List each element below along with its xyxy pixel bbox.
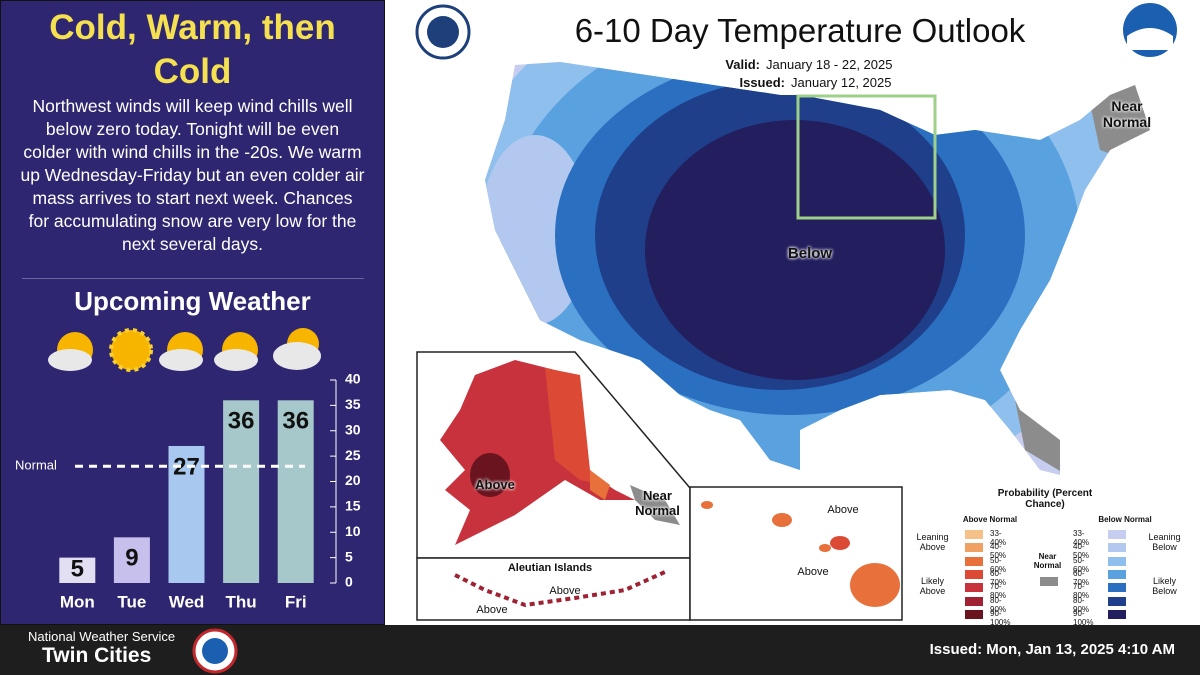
issued-label: Issued: [739,75,785,90]
legend-group: Likely Below [1152,576,1177,596]
legend-group: Leaning Below [1148,532,1181,552]
divider [22,278,364,279]
x-tick-label: Tue [117,592,146,611]
map-label: Aleutian Islands [507,562,593,574]
legend-heading: Below Normal [1098,515,1152,524]
legend-swatch [1108,530,1126,539]
legend-swatch [965,583,983,593]
map-label: Near Normal [1102,98,1152,130]
bar [223,400,260,583]
legend-group: Likely Above [919,576,946,596]
bar [59,557,96,583]
map-label: Above [475,477,515,492]
legend-label: 60-70% [1073,568,1090,587]
bar [168,445,205,583]
legend-swatch [965,596,983,606]
map-label: Above [476,604,508,616]
footer-office: Twin Cities [42,644,152,667]
legend-swatch [965,609,983,619]
highlight-box [796,94,937,220]
legend-swatch [1108,609,1126,619]
map-label: Above [549,585,581,597]
legend-label: 33-40% [1073,529,1090,547]
y-tick-label: 20 [345,472,361,488]
legend-label: 40-50% [1073,542,1090,561]
legend-group: Leaning Above [916,532,949,552]
map-title: 6-10 Day Temperature Outlook [574,12,1026,49]
legend-label: 50-60% [1073,555,1090,574]
data-label: 5 [71,556,84,583]
legend-label: 50-60% [990,555,1007,574]
y-tick-label: 5 [345,548,353,564]
x-tick-label: Mon [60,592,95,611]
data-label: 36 [228,408,255,435]
data-label: 36 [282,408,309,435]
x-tick-label: Thu [226,592,257,611]
weather-icons [48,328,321,372]
hawaii-inset [689,486,903,621]
data-label: 9 [125,545,138,572]
doc-logo-center [427,16,459,48]
legend-group: Near Normal [1033,552,1062,570]
footer-org: National Weather Service [28,629,176,644]
legend-label: 80-90% [1073,595,1090,614]
legend-swatch [1108,543,1126,553]
outlook-map [415,3,1177,621]
legend-label: 70-80% [990,582,1007,601]
x-tick-label: Wed [169,592,205,611]
x-tick-label: Fri [285,592,307,611]
legend-label: 90-100% [1073,608,1094,627]
y-tick-label: 15 [345,498,361,514]
y-tick-label: 0 [345,574,353,590]
map-label: Near Normal [635,488,680,518]
map-label: Above [797,566,829,578]
map-label: Above [827,504,859,516]
y-tick-label: 30 [345,421,361,437]
temperature-chart: 05101520253035405Mon9Tue27Wed36Thu36FriN… [15,328,361,611]
y-tick-label: 40 [345,371,361,387]
legend-swatch [1108,556,1126,566]
noaa-logo-wave [1127,28,1173,50]
legend-label: 90-100% [990,608,1011,627]
legend-heading: Above Normal [962,515,1018,524]
normal-label: Normal [15,458,57,473]
legend-label: 33-40% [990,529,1007,547]
legend-title: Probability (Percent Chance) [997,488,1093,510]
bar [113,537,150,583]
y-tick-label: 10 [345,523,361,539]
legend-swatch [965,556,983,566]
bar [277,400,314,583]
alaska-inset [416,351,691,621]
nws-logo [192,628,238,674]
issued-date: January 12, 2025 [791,75,892,90]
legend-swatch [965,569,983,579]
legend-label: 70-80% [1073,582,1090,601]
valid-label: Valid: [725,57,760,72]
y-tick-label: 35 [345,396,361,412]
y-tick-label: 25 [345,447,361,463]
legend-swatch [1108,596,1126,606]
legend-label: 80-90% [990,595,1007,614]
legend-swatch [1040,577,1058,586]
legend-swatch [965,543,983,553]
section-title: Upcoming Weather [74,286,311,316]
footer-issued: Issued: Mon, Jan 13, 2025 4:10 AM [929,641,1175,658]
summary-text: Northwest winds will keep wind chills we… [20,96,365,254]
legend-label: 60-70% [990,568,1007,587]
legend-label: 40-50% [990,542,1007,561]
panel-title: Cold, Warm, then Cold [49,8,336,91]
legend-swatch [1108,583,1126,593]
legend-swatch [1108,569,1126,579]
valid-dates: January 18 - 22, 2025 [766,57,893,72]
map-label: Below [787,245,833,262]
legend-swatch [965,530,983,539]
